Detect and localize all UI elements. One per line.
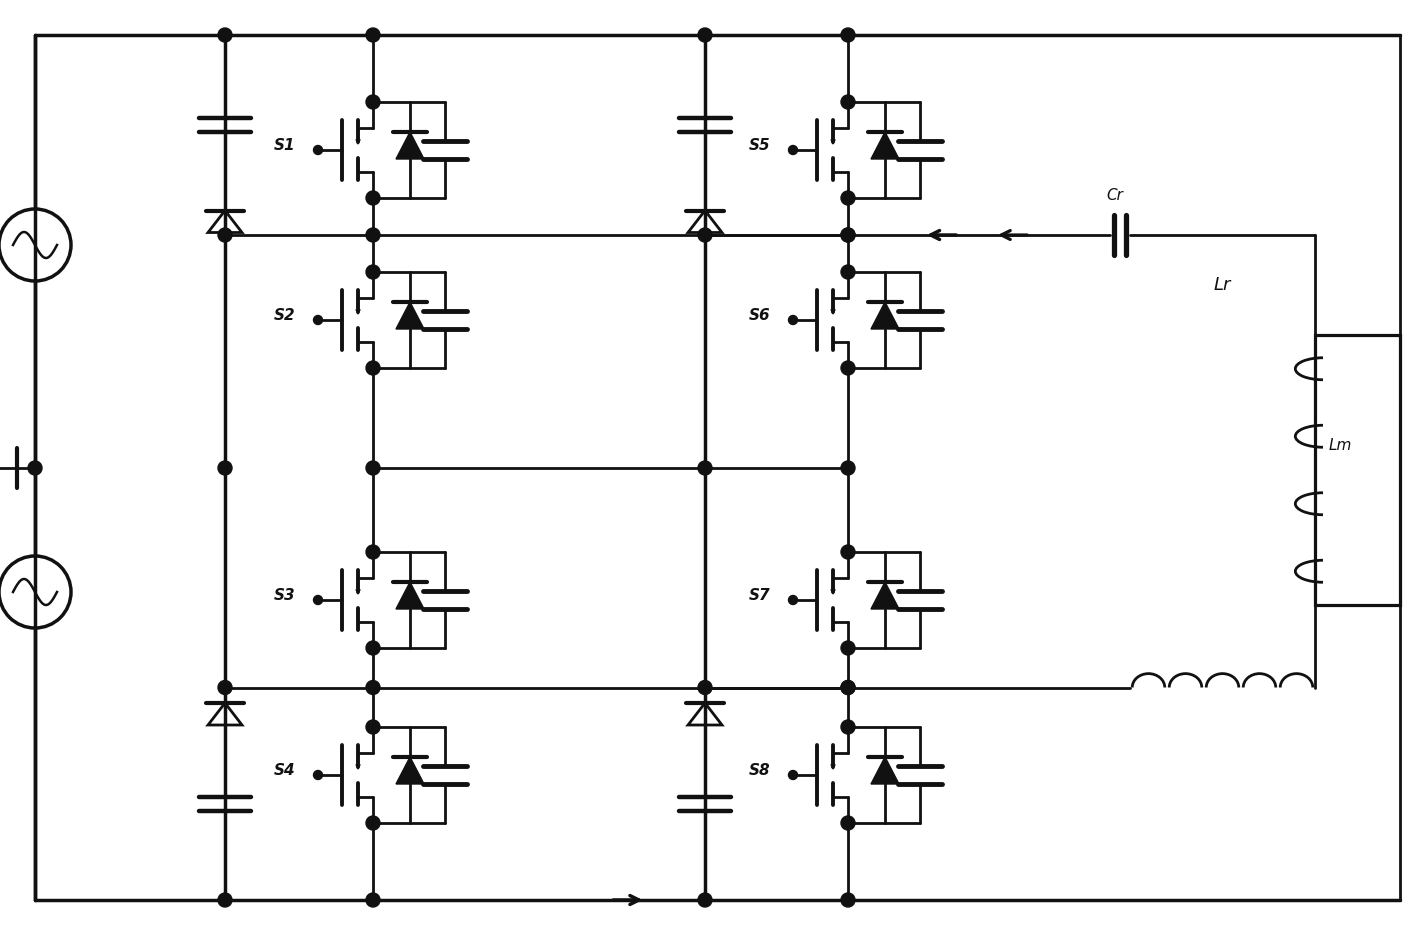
Circle shape [841, 720, 855, 734]
Text: S6: S6 [749, 308, 770, 323]
Circle shape [313, 770, 323, 779]
Text: S7: S7 [749, 588, 770, 603]
Polygon shape [396, 757, 423, 784]
Circle shape [365, 816, 379, 830]
Circle shape [365, 265, 379, 279]
Circle shape [365, 28, 379, 42]
Circle shape [789, 315, 797, 325]
Circle shape [365, 720, 379, 734]
Polygon shape [871, 582, 899, 609]
Circle shape [789, 770, 797, 779]
Text: S8: S8 [749, 763, 770, 777]
Polygon shape [396, 132, 423, 159]
Text: Lm: Lm [1328, 438, 1352, 453]
Circle shape [698, 461, 712, 475]
Circle shape [313, 145, 323, 154]
Circle shape [841, 893, 855, 907]
Circle shape [365, 461, 379, 475]
Circle shape [698, 681, 712, 695]
Circle shape [841, 95, 855, 109]
Circle shape [841, 228, 855, 242]
Circle shape [218, 228, 232, 242]
Circle shape [841, 265, 855, 279]
Polygon shape [871, 302, 899, 329]
Text: S1: S1 [275, 138, 296, 153]
Text: S5: S5 [749, 138, 770, 153]
Circle shape [841, 191, 855, 205]
Circle shape [841, 641, 855, 655]
Circle shape [365, 893, 379, 907]
Circle shape [313, 595, 323, 604]
Circle shape [365, 95, 379, 109]
Polygon shape [396, 302, 423, 329]
Circle shape [218, 28, 232, 42]
Circle shape [841, 545, 855, 559]
Circle shape [789, 595, 797, 604]
Text: S3: S3 [275, 588, 296, 603]
Circle shape [218, 681, 232, 695]
Circle shape [841, 461, 855, 475]
Circle shape [698, 28, 712, 42]
Text: S2: S2 [275, 308, 296, 323]
Circle shape [841, 681, 855, 695]
Circle shape [841, 816, 855, 830]
Circle shape [365, 681, 379, 695]
Polygon shape [871, 132, 899, 159]
Text: S4: S4 [275, 763, 296, 777]
Circle shape [218, 893, 232, 907]
Polygon shape [871, 757, 899, 784]
Circle shape [28, 461, 42, 475]
Circle shape [789, 145, 797, 154]
Circle shape [365, 228, 379, 242]
Bar [1315, 335, 1400, 605]
Text: Lr: Lr [1214, 276, 1231, 294]
Circle shape [218, 461, 232, 475]
Circle shape [365, 545, 379, 559]
Circle shape [841, 681, 855, 695]
Circle shape [365, 641, 379, 655]
Circle shape [841, 28, 855, 42]
Circle shape [698, 228, 712, 242]
Polygon shape [396, 582, 423, 609]
Circle shape [841, 361, 855, 375]
Circle shape [365, 361, 379, 375]
Text: Cr: Cr [1106, 188, 1123, 203]
Circle shape [698, 893, 712, 907]
Circle shape [841, 228, 855, 242]
Circle shape [313, 315, 323, 325]
Circle shape [365, 191, 379, 205]
